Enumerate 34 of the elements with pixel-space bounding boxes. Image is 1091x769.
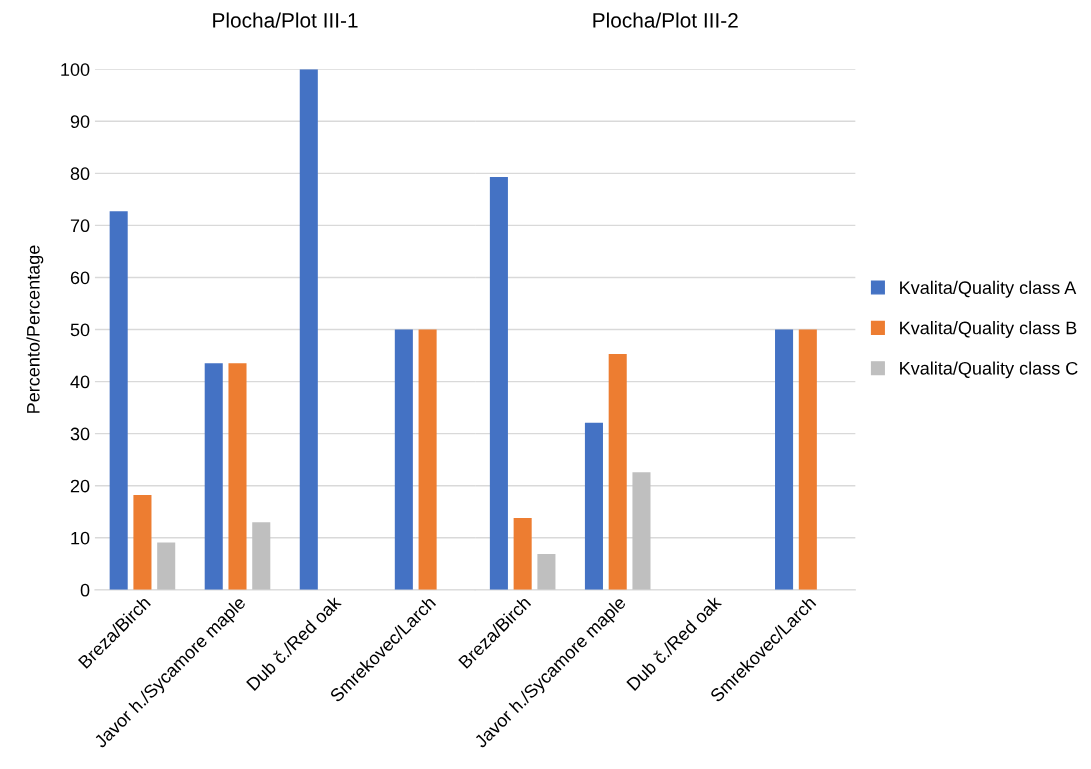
y-tick-label: 60 xyxy=(70,271,90,285)
chart-title: Plocha/Plot III-1 xyxy=(213,12,358,28)
bar xyxy=(608,353,627,590)
y-axis-title: Percento/Percentage xyxy=(26,245,44,413)
y-tick-label: 10 xyxy=(71,531,90,545)
y-tick-label: 40 xyxy=(70,375,90,389)
bar xyxy=(798,329,817,590)
bar xyxy=(513,517,532,590)
y-tick-label: 80 xyxy=(70,167,90,181)
bar xyxy=(584,422,603,590)
bar xyxy=(418,329,437,590)
y-tick-label: 20 xyxy=(70,479,90,493)
bar xyxy=(157,542,176,590)
y-tick-label: 100 xyxy=(61,63,90,76)
bar xyxy=(299,69,318,590)
bar xyxy=(489,176,508,590)
bar xyxy=(537,553,556,590)
bar xyxy=(133,495,152,590)
legend-label: Kvalita/Quality class A xyxy=(900,280,1077,298)
y-tick-label: 0 xyxy=(80,583,90,597)
bar xyxy=(775,329,794,590)
bar xyxy=(228,363,247,590)
y-tick-label: 30 xyxy=(70,427,90,441)
bar xyxy=(109,211,128,590)
chart-title: Plocha/Plot III-2 xyxy=(593,12,738,28)
legend-label: Kvalita/Quality class C xyxy=(900,361,1078,379)
y-tick-label: 50 xyxy=(70,323,90,337)
bar xyxy=(394,329,413,590)
y-tick-label: 90 xyxy=(70,115,90,128)
bar xyxy=(632,472,651,590)
bar xyxy=(204,363,223,590)
legend-label: Kvalita/Quality class B xyxy=(900,321,1077,338)
y-tick-label: 70 xyxy=(70,219,90,233)
bar xyxy=(252,522,271,590)
